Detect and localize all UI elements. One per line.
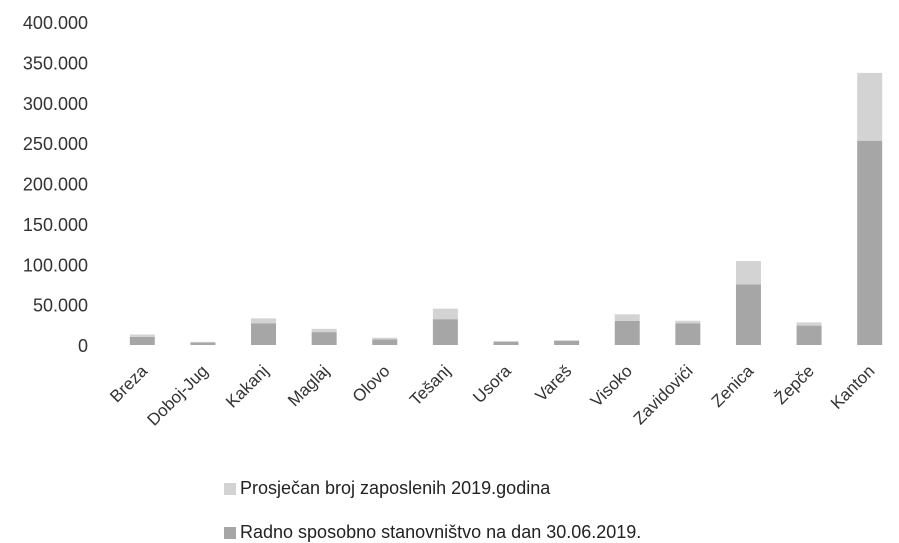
- y-tick-label: 100.000: [23, 255, 88, 275]
- x-category-label: Kanton: [827, 361, 879, 413]
- y-tick-label: 350.000: [23, 53, 88, 73]
- x-category-label: Tešanj: [406, 361, 454, 409]
- legend-swatch-employed: [224, 482, 236, 495]
- bar-segment-employed: [675, 320, 701, 324]
- stacked-bar-chart: 0 50.000 100.000 150.000 200.000 250.000 300.0…: [23, 13, 883, 430]
- x-category-label: Vareš: [531, 361, 575, 405]
- x-category-label: Usora: [469, 361, 515, 407]
- y-tick-label: 50.000: [33, 296, 88, 316]
- bar-segment-employed: [372, 337, 398, 340]
- bar-segment-employed: [554, 340, 580, 341]
- bar-segment-employed: [190, 341, 216, 343]
- bar-segment-working-age: [311, 332, 337, 345]
- y-tick-label: 300.000: [23, 94, 88, 114]
- bar-segment-working-age: [735, 284, 761, 345]
- x-category-label: Visoko: [587, 361, 636, 410]
- bar-segment-working-age: [554, 340, 580, 345]
- bar-segment-employed: [796, 322, 822, 326]
- bar-segment-working-age: [614, 320, 640, 345]
- bar-segment-working-age: [493, 341, 519, 345]
- bar-segment-working-age: [190, 342, 216, 345]
- bar-segment-working-age: [675, 323, 701, 345]
- y-tick-label: 150.000: [23, 215, 88, 235]
- bar-segment-working-age: [432, 319, 458, 345]
- bar-segment-working-age: [796, 325, 822, 345]
- legend-label-employed: Prosječan broj zaposlenih 2019.godina: [240, 478, 551, 498]
- y-tick-label: 0: [78, 336, 88, 356]
- x-category-label: Zenica: [708, 361, 758, 411]
- bar-segment-employed: [857, 72, 883, 141]
- y-tick-label: 200.000: [23, 175, 88, 195]
- bar-segment-employed: [311, 328, 337, 333]
- bar-segment-employed: [735, 261, 761, 285]
- bar-segment-employed: [432, 308, 458, 320]
- bar-segment-working-age: [251, 323, 277, 345]
- legend-swatch-working-age: [224, 526, 236, 539]
- bar-segment-working-age: [372, 339, 398, 345]
- bar-segment-working-age: [129, 336, 155, 345]
- legend-item-working-age: Radno sposobno stanovništvo na dan 30.06…: [224, 522, 641, 543]
- bar-segment-employed: [129, 334, 155, 337]
- x-category-label: Olovo: [349, 361, 394, 406]
- y-tick-label: 400.000: [23, 13, 88, 33]
- x-category-label: Zavidovići: [630, 361, 697, 428]
- x-category-label: Doboj-Jug: [144, 361, 212, 429]
- x-category-label: Kakanj: [222, 361, 272, 411]
- bar-segment-working-age: [857, 140, 883, 345]
- y-tick-label: 250.000: [23, 134, 88, 154]
- x-category-label: Maglaj: [284, 361, 333, 410]
- legend-label-working-age: Radno sposobno stanovništvo na dan 30.06…: [240, 522, 642, 542]
- bar-segment-employed: [251, 318, 277, 324]
- bar-segment-employed: [493, 340, 519, 342]
- x-category-label: Breza: [106, 361, 151, 406]
- legend-item-employed: Prosječan broj zaposlenih 2019.godina: [224, 478, 550, 499]
- x-category-label: Žepče: [771, 361, 818, 408]
- bar-segment-employed: [614, 314, 640, 321]
